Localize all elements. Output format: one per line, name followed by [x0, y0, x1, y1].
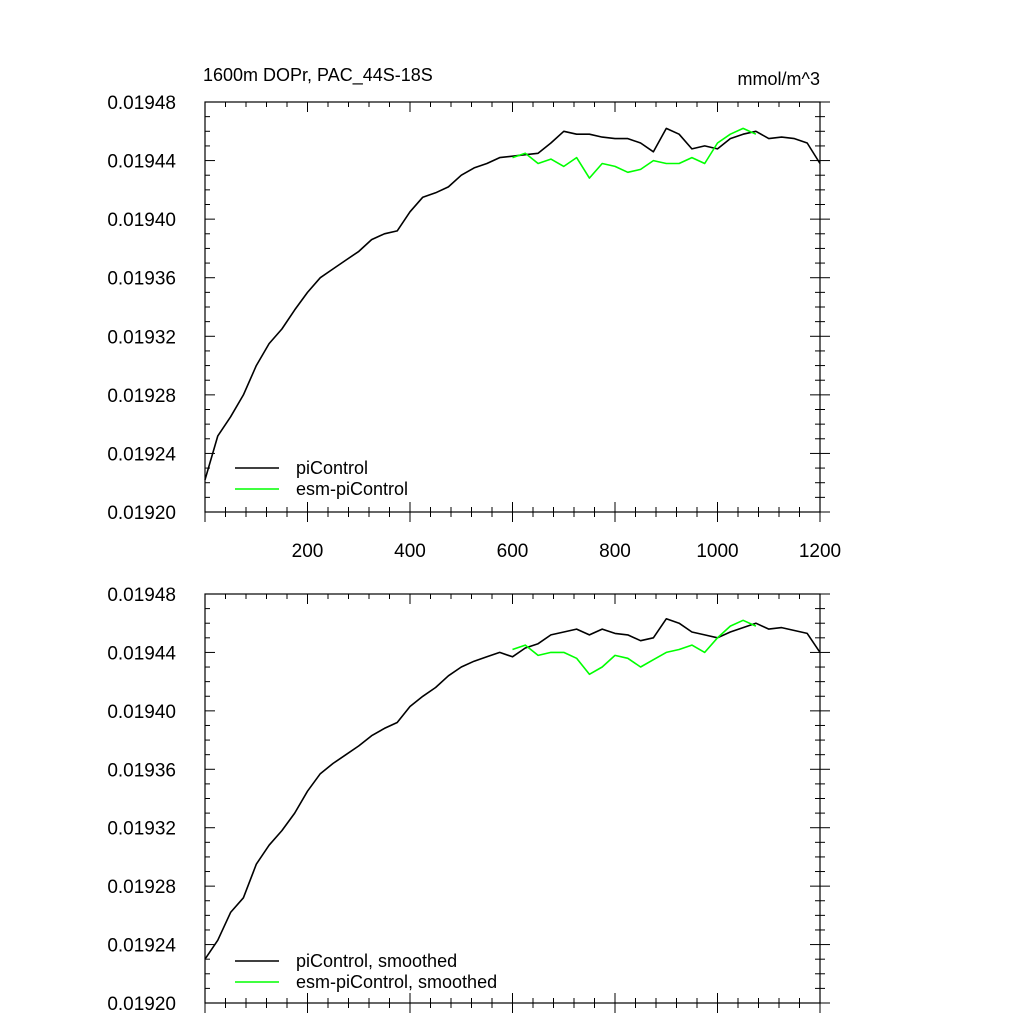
x-tick-label: 400 — [394, 541, 426, 562]
y-tick-label: 0.01936 — [107, 760, 176, 781]
x-tick-label: 1000 — [696, 541, 738, 562]
y-tick-label: 0.01940 — [107, 702, 176, 723]
legend-label: piControl, smoothed — [296, 951, 457, 971]
y-tick-label: 0.01948 — [107, 93, 176, 114]
y-tick-label: 0.01928 — [107, 877, 176, 898]
y-tick-label: 0.01920 — [107, 994, 176, 1015]
y-tick-label: 0.01924 — [107, 444, 176, 465]
y-tick-label: 0.01944 — [107, 643, 176, 664]
bottom-panel: 0.01920 0.01924 0.01928 0.01932 0.01936 0.019… — [107, 585, 830, 1015]
x-tick-label: 1200 — [799, 541, 841, 562]
legend-label: esm-piControl — [296, 479, 408, 499]
legend-label: piControl — [296, 458, 368, 478]
y-tick-label: 0.01920 — [107, 503, 176, 524]
y-tick-label: 0.01944 — [107, 152, 176, 173]
x-tick-label: 800 — [599, 541, 631, 562]
top-panel: 0.01920 0.01924 0.01928 0.01932 0.01936 0.019… — [107, 93, 841, 562]
y-tick-label: 0.01940 — [107, 210, 176, 231]
series-line-picontrol — [204, 127, 821, 481]
y-tick-label: 0.01932 — [107, 819, 176, 840]
y-tick-label: 0.01928 — [107, 386, 176, 407]
y-tick-label: 0.01932 — [107, 327, 176, 348]
series-line-picontrol — [204, 617, 821, 960]
legend-label: esm-piControl, smoothed — [296, 972, 497, 992]
y-tick-label: 0.01948 — [107, 585, 176, 606]
chart-title: 1600m DOPr, PAC_44S-18S — [203, 65, 433, 86]
chart-units: mmol/m^3 — [738, 69, 820, 89]
y-tick-label: 0.01924 — [107, 936, 176, 957]
plot-frame — [204, 593, 821, 1004]
y-tick-label: 0.01936 — [107, 269, 176, 290]
x-tick-label: 600 — [497, 541, 529, 562]
series-line-esm-picontrol — [512, 619, 757, 676]
series-line-esm-picontrol — [512, 127, 757, 179]
x-tick-label: 200 — [292, 541, 324, 562]
